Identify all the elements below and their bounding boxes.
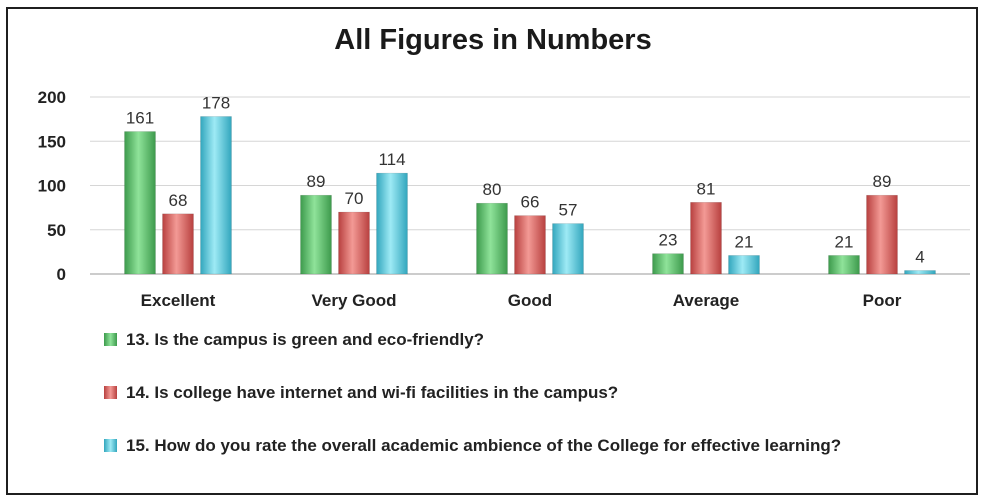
legend: 13. Is the campus is green and eco-frien… (104, 328, 964, 457)
data-label: 89 (873, 172, 892, 191)
data-label: 21 (835, 232, 854, 251)
y-tick-label: 0 (57, 265, 66, 284)
y-tick-label: 150 (38, 132, 66, 151)
data-label: 81 (697, 179, 716, 198)
y-tick-label: 50 (47, 221, 66, 240)
y-tick-label: 200 (38, 88, 66, 107)
bar (376, 172, 408, 275)
legend-label-series-2: 14. Is college have internet and wi-fi f… (126, 383, 619, 402)
data-label: 4 (915, 247, 924, 266)
bar (162, 213, 194, 275)
y-tick-label: 100 (38, 177, 66, 196)
data-label: 23 (659, 231, 678, 250)
legend-swatch-green (104, 333, 117, 346)
bar (300, 194, 332, 275)
data-label: 57 (559, 201, 578, 220)
data-label: 89 (307, 172, 326, 191)
bar (866, 194, 898, 275)
bar (904, 270, 936, 275)
legend-item-series-2: 14. Is college have internet and wi-fi f… (104, 381, 964, 404)
legend-swatch-red (104, 386, 117, 399)
x-tick-label: Good (508, 291, 552, 310)
data-label: 114 (378, 150, 405, 169)
data-label: 68 (169, 191, 188, 210)
legend-item-series-3: 15. How do you rate the overall academic… (104, 434, 964, 457)
bar (338, 211, 370, 275)
bar (552, 223, 584, 275)
legend-item-series-1: 13. Is the campus is green and eco-frien… (104, 328, 964, 351)
data-label: 66 (521, 193, 540, 212)
data-label: 70 (345, 189, 364, 208)
data-label: 21 (735, 232, 754, 251)
x-tick-label: Average (673, 291, 739, 310)
bar (652, 253, 684, 275)
bar (514, 215, 546, 275)
bar (728, 255, 760, 275)
legend-swatch-cyan (104, 439, 117, 452)
legend-label-series-1: 13. Is the campus is green and eco-frien… (126, 330, 485, 349)
bar (200, 116, 232, 275)
data-label: 80 (483, 180, 502, 199)
legend-label-series-3: 15. How do you rate the overall academic… (126, 436, 842, 455)
x-tick-label: Poor (863, 291, 902, 310)
data-label: 161 (126, 109, 154, 128)
bar (476, 202, 508, 275)
chart-title: All Figures in Numbers (334, 24, 652, 56)
data-label: 178 (202, 93, 230, 112)
bar (124, 131, 156, 275)
x-tick-label: Very Good (311, 291, 396, 310)
x-tick-label: Excellent (141, 291, 216, 310)
bar (828, 255, 860, 275)
bar (690, 202, 722, 275)
